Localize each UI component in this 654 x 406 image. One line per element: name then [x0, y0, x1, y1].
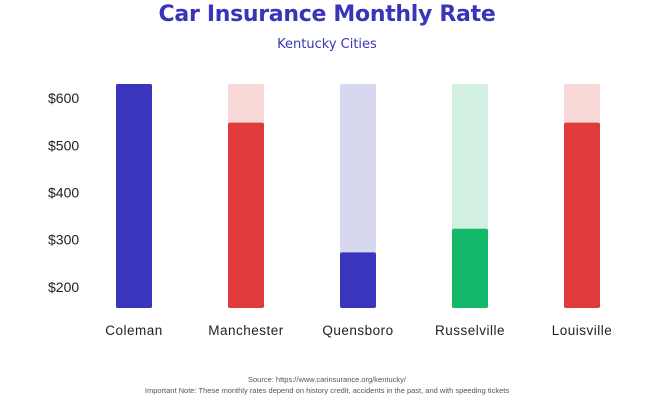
y-tick-label: $600: [48, 90, 79, 106]
chart-title: Car Insurance Monthly Rate: [158, 2, 496, 27]
bar: [228, 122, 264, 309]
bar: [340, 252, 376, 308]
x-tick-label: Russelville: [435, 323, 505, 338]
important-note: Important Note: These monthly rates depe…: [144, 386, 510, 395]
x-tick-label: Manchester: [208, 323, 284, 338]
x-tick-label: Coleman: [105, 323, 163, 338]
bar-track: [340, 84, 376, 308]
bar: [116, 84, 152, 308]
y-tick-label: $400: [48, 184, 79, 200]
x-tick-label: Quensboro: [322, 323, 393, 338]
y-tick-label: $200: [48, 279, 79, 295]
source-note: Source: https://www.carinsurance.org/ken…: [248, 375, 406, 384]
bar: [564, 122, 600, 309]
bar: [452, 228, 488, 308]
y-tick-label: $300: [48, 232, 79, 248]
x-tick-label: Louisville: [552, 323, 613, 338]
chart-subtitle: Kentucky Cities: [277, 37, 377, 52]
y-tick-label: $500: [48, 137, 79, 153]
